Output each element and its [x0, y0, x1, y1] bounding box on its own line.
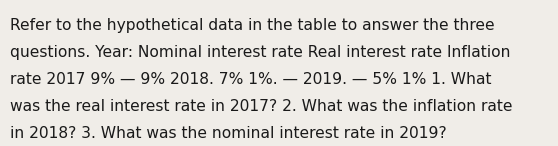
Text: rate 2017 9% — 9% 2018. 7% 1%. — 2019. — 5% 1% 1. What: rate 2017 9% — 9% 2018. 7% 1%. — 2019. —… — [10, 72, 492, 87]
Text: in 2018? 3. What was the nominal interest rate in 2019?: in 2018? 3. What was the nominal interes… — [10, 126, 447, 141]
Text: questions. Year: Nominal interest rate Real interest rate Inflation: questions. Year: Nominal interest rate R… — [10, 45, 511, 60]
Text: was the real interest rate in 2017? 2. What was the inflation rate: was the real interest rate in 2017? 2. W… — [10, 99, 513, 114]
Text: Refer to the hypothetical data in the table to answer the three: Refer to the hypothetical data in the ta… — [10, 18, 495, 33]
